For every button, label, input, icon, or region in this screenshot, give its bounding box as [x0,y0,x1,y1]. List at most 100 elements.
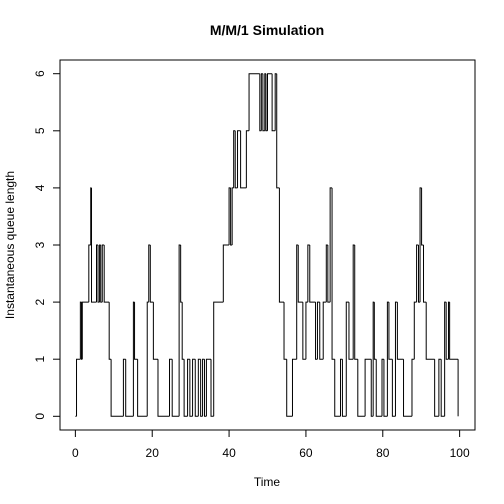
chart-title: M/M/1 Simulation [210,22,324,38]
step-segment [296,244,299,360]
step-segment [108,302,112,360]
step-segment [357,359,366,417]
step-segment [88,244,91,303]
step-segment [327,245,331,303]
step-segment [205,358,212,417]
step-segment [274,73,277,131]
step-segment [331,187,335,360]
step-segment [334,359,341,417]
step-segment [345,301,349,417]
step-segment [315,302,318,360]
step-segment [234,130,238,189]
y-tick-label: 6 [33,70,47,77]
step-segment [319,302,324,360]
step-segment [169,358,173,417]
y-tick-label: 2 [33,298,47,305]
step-segment [316,301,320,360]
step-segment [286,359,293,417]
step-segment [373,302,377,360]
step-segment [381,358,384,417]
step-segment [81,302,83,360]
step-segment [440,359,445,417]
step-segment [411,358,415,417]
step-segment [278,187,285,303]
x-tick-label: 0 [72,446,79,460]
step-segment [445,302,449,360]
step-segment [267,73,273,131]
step-segment [418,245,421,303]
step-segment [283,302,287,360]
step-segment [248,73,260,131]
step-segment [291,358,297,417]
step-segment [100,245,103,303]
step-segment [297,245,303,303]
step-segment [305,301,308,360]
step-segment [189,359,193,417]
step-segment [370,359,374,417]
step-segment [391,359,396,417]
step-segment [444,301,447,417]
step-segment [181,302,185,360]
step-segment [231,187,234,245]
step-segment [125,359,134,417]
step-segment [110,359,124,417]
step-segment [187,358,190,417]
step-segment [210,359,214,417]
step-segment [152,302,158,360]
step-segment [352,244,355,360]
step-segment [383,359,388,417]
step-segment [403,359,412,417]
step-segment [276,73,280,189]
step-segment [137,359,148,417]
step-segment [354,245,358,360]
step-segment [348,302,354,360]
step-segment [364,358,372,417]
x-tick-label: 80 [376,446,390,460]
step-segment [183,359,188,417]
step-segment [233,130,236,188]
x-axis-title: Time [254,475,281,489]
step-segment [240,130,247,189]
step-segment [262,73,265,132]
step-segment [425,302,435,360]
step-segment [260,73,263,131]
step-segment [222,244,230,303]
step-segment [146,301,149,417]
step-segment [103,245,110,303]
step-segment [96,244,99,303]
step-segment [340,358,343,417]
step-segment [91,187,97,303]
step-segment [302,302,306,360]
step-segment [388,302,393,360]
step-segment [202,358,205,417]
step-segment [197,358,201,417]
step-segment [134,302,138,360]
step-segment [421,187,424,246]
step-segment [97,245,100,303]
y-axis-title: Instantaneous queue length [3,171,17,319]
step-segment [76,358,81,417]
step-segment [180,245,183,303]
step-segment [228,187,231,245]
step-segment [149,245,154,303]
step-segment [386,301,389,417]
step-segment [419,187,422,303]
step-segment [194,359,199,417]
step-segment [122,358,126,417]
step-segment [230,187,233,246]
x-tick-label: 100 [450,446,470,460]
step-segment [271,73,276,132]
step-segment [171,359,180,417]
step-segment [157,359,170,417]
step-segment [237,130,241,188]
step-segment [396,302,404,360]
step-segment [341,359,347,417]
step-segment [329,187,333,303]
step-segment [90,187,92,245]
y-tick-label: 4 [33,184,47,191]
step-segment [192,358,196,417]
step-segment [178,244,181,417]
x-tick-label: 60 [299,446,313,460]
